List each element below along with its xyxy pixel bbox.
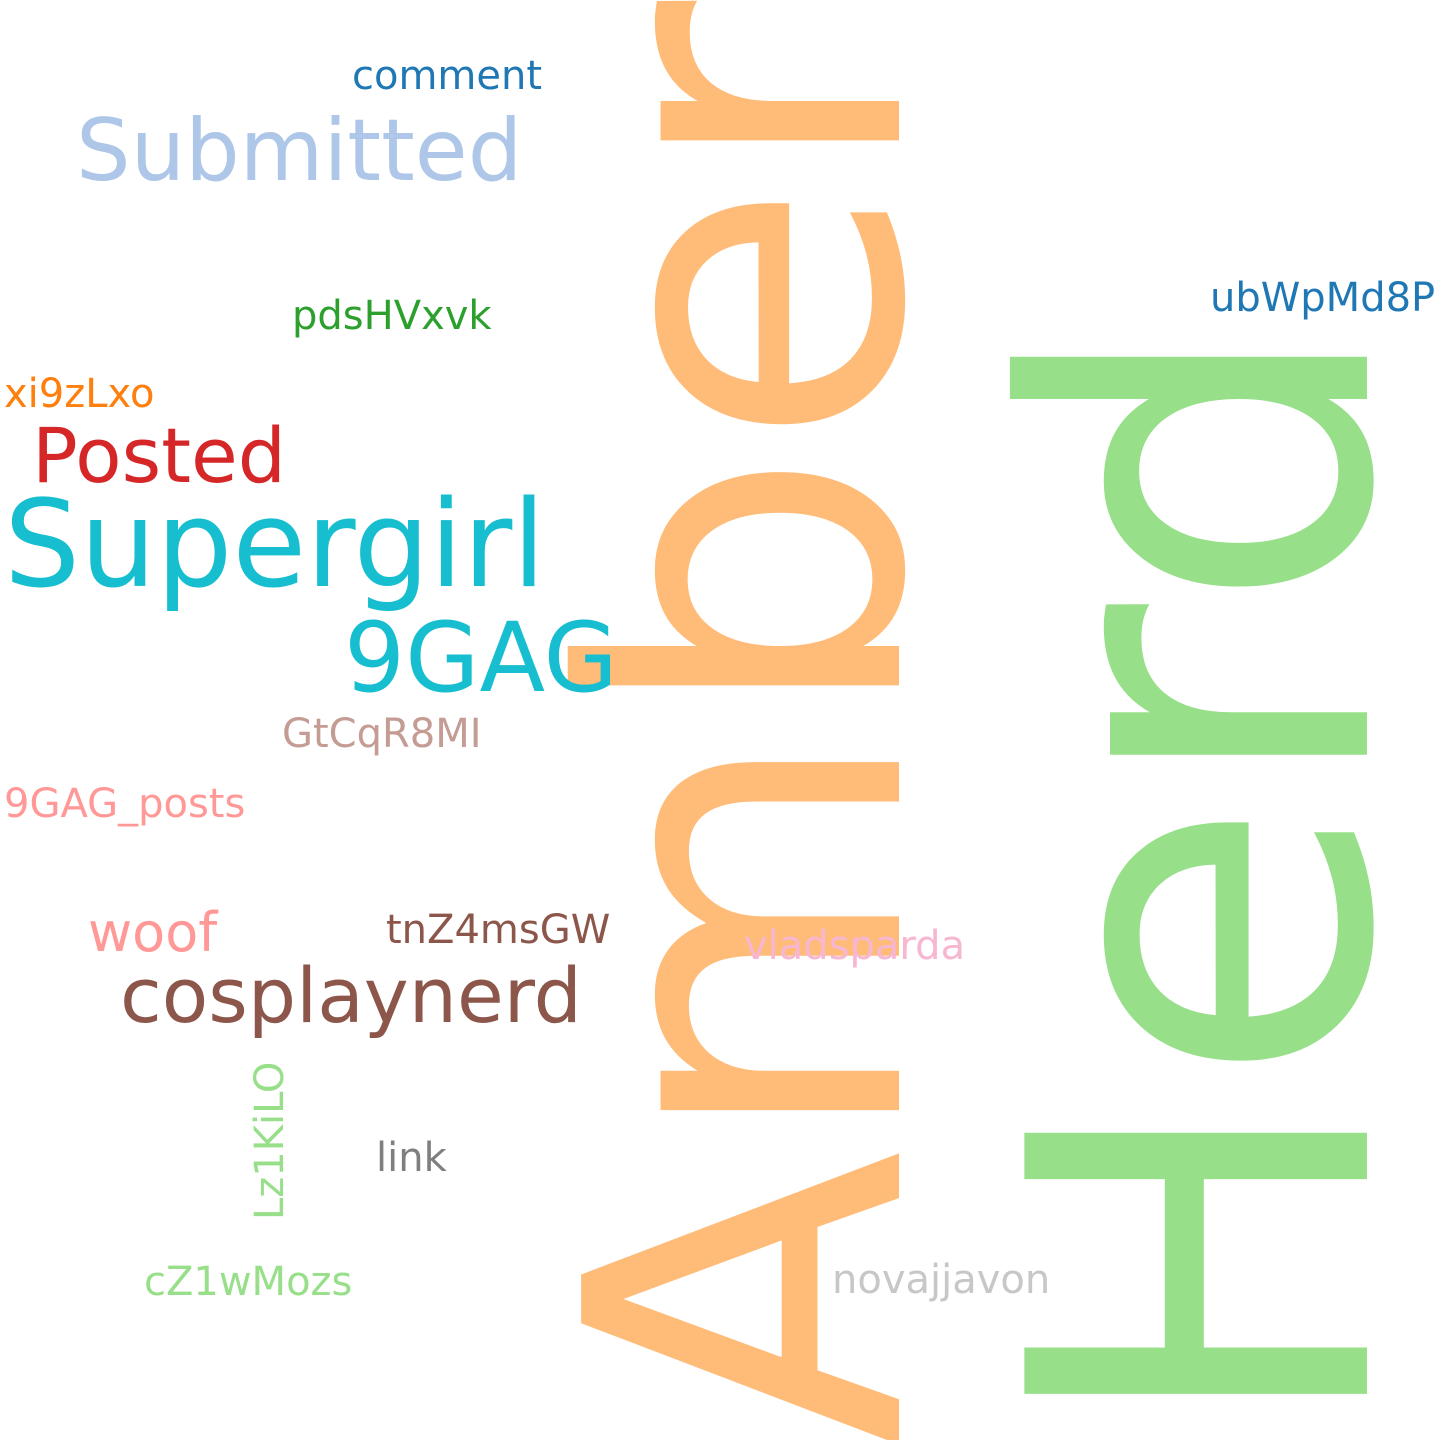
word-comment: comment (352, 53, 543, 99)
word-posted: Posted (32, 411, 287, 500)
word-link: link (376, 1135, 447, 1181)
word-xi9zlxo: xi9zLxo (4, 371, 155, 417)
word-submitted: Submitted (76, 101, 523, 201)
word-pdshvxvk: pdsHVxvk (292, 293, 492, 339)
word-woof: woof (88, 901, 218, 964)
word-cz1wmozs: cZ1wMozs (144, 1259, 353, 1305)
word-novajjavon: novajjavon (832, 1257, 1051, 1303)
word-lz1kilo: Lz1KiLO (247, 1061, 293, 1220)
word-vladsparda: vladsparda (744, 923, 966, 969)
word-tnz4msgw: tnZ4msGW (386, 907, 611, 953)
word-cosplaynerd: cosplaynerd (120, 951, 582, 1040)
word-9gag: 9GAG (344, 602, 618, 714)
word-gtcqr8mi: GtCqR8MI (282, 711, 482, 757)
word-ubwpmd8p: ubWpMd8P (1210, 275, 1436, 321)
word-supergirl: Supergirl (4, 476, 546, 615)
word-9gag-posts: 9GAG_posts (4, 781, 246, 827)
word-amber: Amber (494, 0, 1002, 1440)
